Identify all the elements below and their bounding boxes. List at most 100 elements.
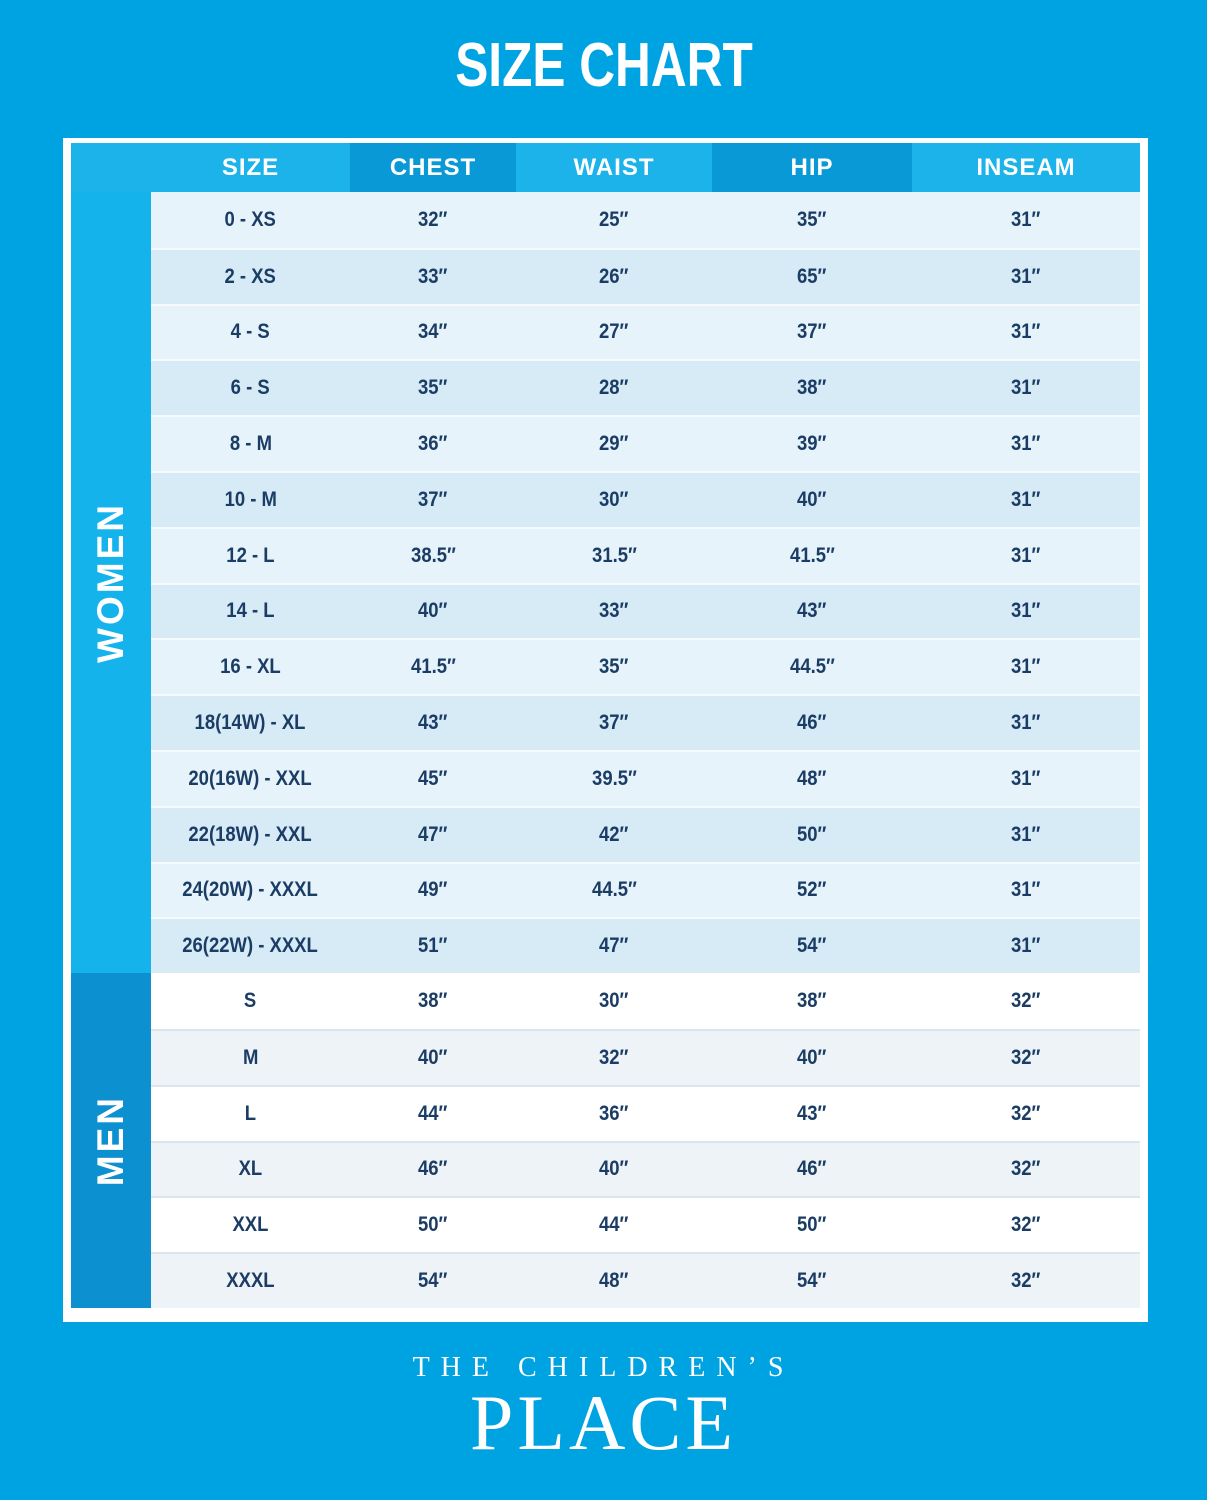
- header-spacer: [71, 143, 151, 192]
- cell-waist: 30″: [516, 470, 712, 527]
- cell-chest: 40″: [350, 1028, 516, 1085]
- cell-size: 4 - S: [151, 303, 350, 360]
- cell-size: M: [151, 1028, 350, 1085]
- cell-inseam: 31″: [912, 861, 1140, 918]
- cell-waist: 42″: [516, 805, 712, 862]
- cell-inseam: 31″: [912, 526, 1140, 583]
- column-header-waist: WAIST: [516, 143, 712, 192]
- section-label-men: MEN: [71, 973, 151, 1308]
- cell-size: 20(16W) - XXL: [151, 749, 350, 806]
- cell-size: S: [151, 973, 350, 1029]
- cell-size: 12 - L: [151, 526, 350, 583]
- cell-waist: 29″: [516, 415, 712, 471]
- cell-hip: 37″: [712, 303, 912, 360]
- cell-waist: 27″: [516, 303, 712, 360]
- cell-inseam: 31″: [912, 303, 1140, 360]
- page-title: SIZE CHART: [454, 31, 753, 100]
- cell-waist: 28″: [516, 359, 712, 416]
- cell-chest: 54″: [350, 1252, 516, 1308]
- cell-hip: 43″: [712, 1084, 912, 1141]
- cell-waist: 44″: [516, 1196, 712, 1253]
- cell-size: 8 - M: [151, 415, 350, 471]
- cell-size: 22(18W) - XXL: [151, 805, 350, 862]
- cell-size: L: [151, 1084, 350, 1141]
- cell-hip: 46″: [712, 694, 912, 750]
- column-header-chest: CHEST: [350, 143, 516, 192]
- cell-chest: 36″: [350, 415, 516, 471]
- cell-size: 26(22W) - XXXL: [151, 917, 350, 974]
- cell-inseam: 32″: [912, 973, 1140, 1029]
- column-header-inseam: INSEAM: [912, 143, 1140, 192]
- cell-size: XXL: [151, 1196, 350, 1253]
- cell-hip: 46″: [712, 1140, 912, 1197]
- cell-waist: 36″: [516, 1084, 712, 1141]
- cell-waist: 30″: [516, 973, 712, 1029]
- cell-hip: 50″: [712, 1196, 912, 1253]
- cell-inseam: 32″: [912, 1084, 1140, 1141]
- cell-chest: 34″: [350, 303, 516, 360]
- cell-hip: 38″: [712, 359, 912, 416]
- cell-inseam: 32″: [912, 1196, 1140, 1253]
- cell-hip: 65″: [712, 247, 912, 304]
- cell-size: XL: [151, 1140, 350, 1197]
- cell-hip: 40″: [712, 470, 912, 527]
- cell-inseam: 31″: [912, 638, 1140, 695]
- cell-hip: 50″: [712, 805, 912, 862]
- cell-inseam: 31″: [912, 359, 1140, 416]
- cell-hip: 52″: [712, 861, 912, 918]
- cell-size: 16 - XL: [151, 638, 350, 695]
- cell-hip: 48″: [712, 749, 912, 806]
- cell-hip: 35″: [712, 192, 912, 248]
- brand-name-line1: THE CHILDREN’S: [412, 1352, 795, 1383]
- cell-waist: 44.5″: [516, 861, 712, 918]
- cell-waist: 31.5″: [516, 526, 712, 583]
- cell-chest: 50″: [350, 1196, 516, 1253]
- cell-waist: 35″: [516, 638, 712, 695]
- cell-inseam: 31″: [912, 805, 1140, 862]
- cell-waist: 48″: [516, 1252, 712, 1308]
- cell-inseam: 31″: [912, 749, 1140, 806]
- cell-size: 2 - XS: [151, 247, 350, 304]
- cell-chest: 49″: [350, 861, 516, 918]
- cell-inseam: 31″: [912, 582, 1140, 639]
- cell-inseam: 31″: [912, 192, 1140, 248]
- cell-waist: 32″: [516, 1028, 712, 1085]
- cell-chest: 46″: [350, 1140, 516, 1197]
- cell-waist: 39.5″: [516, 749, 712, 806]
- cell-hip: 54″: [712, 1252, 912, 1308]
- cell-inseam: 31″: [912, 415, 1140, 471]
- cell-inseam: 31″: [912, 470, 1140, 527]
- section-label-text: WOMEN: [90, 502, 131, 664]
- cell-hip: 40″: [712, 1028, 912, 1085]
- cell-chest: 44″: [350, 1084, 516, 1141]
- cell-waist: 26″: [516, 247, 712, 304]
- section-label-women: WOMEN: [71, 192, 151, 974]
- cell-hip: 54″: [712, 917, 912, 974]
- cell-chest: 37″: [350, 470, 516, 527]
- cell-size: XXXL: [151, 1252, 350, 1308]
- cell-chest: 35″: [350, 359, 516, 416]
- brand-logo: THE CHILDREN’S PLACE: [0, 1352, 1207, 1462]
- cell-chest: 38.5″: [350, 526, 516, 583]
- cell-inseam: 32″: [912, 1028, 1140, 1085]
- cell-chest: 51″: [350, 917, 516, 974]
- cell-waist: 37″: [516, 694, 712, 750]
- cell-size: 14 - L: [151, 582, 350, 639]
- cell-hip: 38″: [712, 973, 912, 1029]
- cell-chest: 43″: [350, 694, 516, 750]
- cell-size: 0 - XS: [151, 192, 350, 248]
- column-header-hip: HIP: [712, 143, 912, 192]
- cell-waist: 47″: [516, 917, 712, 974]
- cell-chest: 32″: [350, 192, 516, 248]
- cell-waist: 33″: [516, 582, 712, 639]
- cell-size: 24(20W) - XXXL: [151, 861, 350, 918]
- cell-chest: 41.5″: [350, 638, 516, 695]
- cell-chest: 40″: [350, 582, 516, 639]
- cell-inseam: 31″: [912, 247, 1140, 304]
- column-header-size: SIZE: [151, 143, 350, 192]
- cell-size: 6 - S: [151, 359, 350, 416]
- cell-inseam: 31″: [912, 917, 1140, 974]
- cell-size: 10 - M: [151, 470, 350, 527]
- cell-hip: 41.5″: [712, 526, 912, 583]
- cell-waist: 25″: [516, 192, 712, 248]
